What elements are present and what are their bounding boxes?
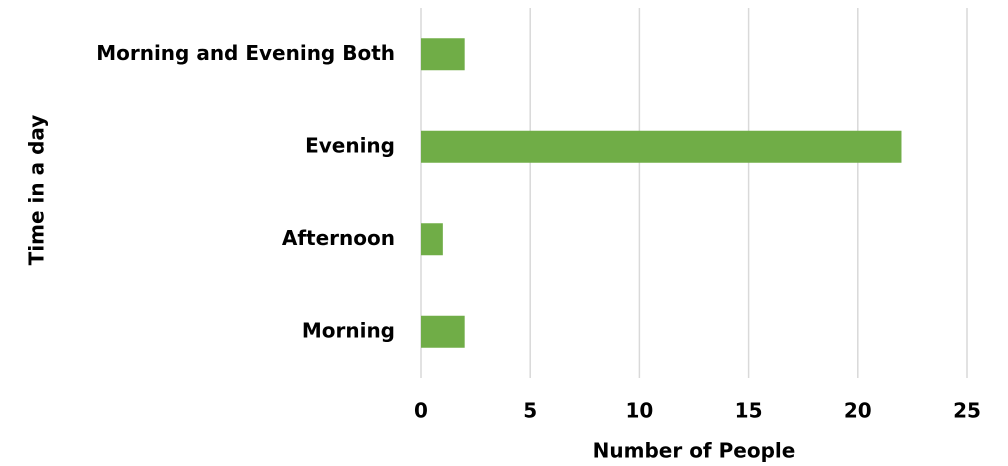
x-tick-label: 15 xyxy=(735,399,763,423)
y-tick-label: Afternoon xyxy=(282,226,395,250)
y-tick-label: Morning and Evening Both xyxy=(96,41,395,65)
x-tick-label: 20 xyxy=(844,399,872,423)
x-tick-label: 0 xyxy=(414,399,428,423)
y-tick-label: Evening xyxy=(305,133,395,157)
y-axis-title: Time in a day xyxy=(25,115,49,266)
bar xyxy=(421,130,902,163)
bar xyxy=(421,38,465,71)
x-tick-label: 10 xyxy=(625,399,653,423)
x-tick-label: 25 xyxy=(953,399,981,423)
y-tick-label: Morning xyxy=(302,318,395,342)
bar xyxy=(421,315,465,348)
x-axis-title: Number of People xyxy=(593,439,796,463)
x-tick-label: 5 xyxy=(523,399,537,423)
bar xyxy=(421,223,443,256)
